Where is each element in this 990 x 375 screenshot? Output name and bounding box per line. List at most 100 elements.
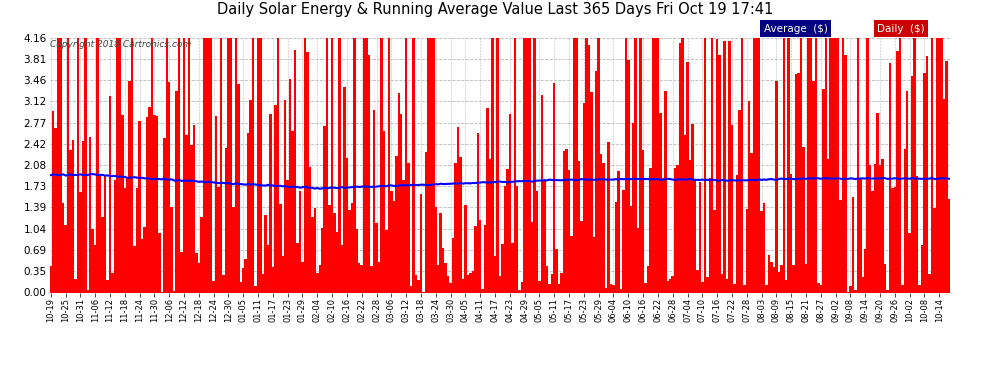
Bar [195,254,198,292]
Bar [114,180,116,292]
Bar [686,62,689,292]
Bar [585,38,588,292]
Bar [432,38,435,292]
Bar [605,288,607,292]
Bar [415,275,417,292]
Bar [329,205,331,292]
Bar [560,273,563,292]
Bar [344,87,346,292]
Bar [153,115,155,292]
Bar [929,274,931,292]
Bar [696,270,699,292]
Bar [370,266,373,292]
Bar [393,201,395,292]
Bar [131,38,134,292]
Bar [299,192,301,292]
Bar [894,187,896,292]
Bar [316,273,319,292]
Bar [741,38,743,292]
Bar [420,194,422,292]
Bar [116,38,119,292]
Bar [939,38,940,292]
Bar [879,165,881,292]
Bar [141,239,144,292]
Bar [573,38,575,292]
Bar [499,276,501,292]
Bar [797,73,800,292]
Bar [466,275,469,292]
Bar [388,38,390,292]
Bar [832,38,835,292]
Bar [884,264,886,292]
Bar [550,274,553,292]
Bar [726,279,729,292]
Bar [635,38,637,292]
Bar [901,285,904,292]
Bar [242,268,245,292]
Bar [565,148,568,292]
Bar [501,244,504,292]
Bar [321,228,324,292]
Bar [646,266,649,292]
Bar [215,116,218,292]
Bar [721,274,724,292]
Bar [671,276,674,292]
Bar [163,138,165,292]
Bar [220,38,223,292]
Bar [758,38,760,292]
Bar [358,263,360,292]
Bar [876,113,879,292]
Bar [259,38,261,292]
Bar [56,38,59,292]
Bar [659,113,661,292]
Bar [750,153,753,292]
Bar [676,165,679,292]
Bar [866,38,869,292]
Bar [919,285,921,292]
Bar [881,159,884,292]
Bar [820,285,822,292]
Bar [188,38,190,292]
Bar [271,267,274,292]
Bar [812,81,815,292]
Bar [425,152,427,292]
Bar [792,266,795,292]
Bar [899,38,901,292]
Bar [304,38,306,292]
Bar [417,280,420,292]
Bar [627,60,630,292]
Bar [440,213,442,292]
Bar [121,115,124,292]
Bar [651,38,654,292]
Bar [353,38,355,292]
Bar [729,41,731,292]
Bar [842,38,844,292]
Bar [534,38,536,292]
Bar [326,38,329,292]
Bar [81,141,84,292]
Bar [331,38,334,292]
Bar [408,164,410,292]
Bar [945,61,948,292]
Bar [666,282,669,292]
Bar [830,38,832,292]
Bar [548,284,550,292]
Bar [745,209,748,292]
Bar [871,190,874,292]
Bar [119,38,121,292]
Bar [225,148,228,292]
Bar [637,228,640,292]
Bar [86,290,89,292]
Bar [96,38,99,292]
Bar [456,127,459,292]
Bar [511,243,514,292]
Bar [851,196,854,292]
Bar [620,289,622,292]
Bar [190,145,193,292]
Bar [630,206,632,292]
Bar [180,252,183,292]
Bar [106,280,109,292]
Bar [59,38,61,292]
Bar [864,249,866,292]
Bar [889,63,891,292]
